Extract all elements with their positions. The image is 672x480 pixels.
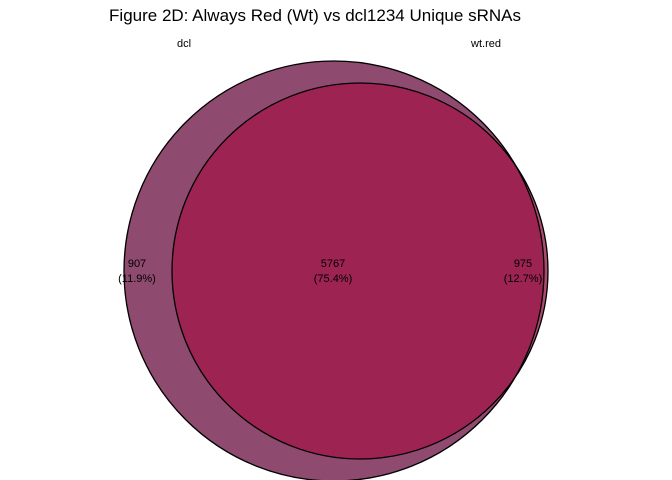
shared-count: 5767 xyxy=(320,258,346,270)
only-dcl-percent: (11.9%) xyxy=(118,273,156,285)
only-wt-red-count: 975 xyxy=(513,258,533,270)
region-label-shared: 5767 (75.4%) xyxy=(314,257,353,287)
shared-percent: (75.4%) xyxy=(313,273,353,285)
circle-wt-red-outline xyxy=(171,82,549,460)
circle-dcl-outline xyxy=(123,60,545,480)
figure-title: Figure 2D: Always Red (Wt) vs dcl1234 Un… xyxy=(109,6,521,25)
only-wt-red-percent: (12.7%) xyxy=(503,273,543,285)
only-dcl-count: 907 xyxy=(127,258,147,270)
set-label-dcl: dcl xyxy=(176,38,192,50)
region-label-only-wt-red: 975 (12.7%) xyxy=(504,257,543,287)
overlap-region xyxy=(172,83,544,459)
region-label-only-dcl: 907 (11.9%) xyxy=(118,257,156,287)
set-label-wt-red: wt.red xyxy=(471,38,501,50)
